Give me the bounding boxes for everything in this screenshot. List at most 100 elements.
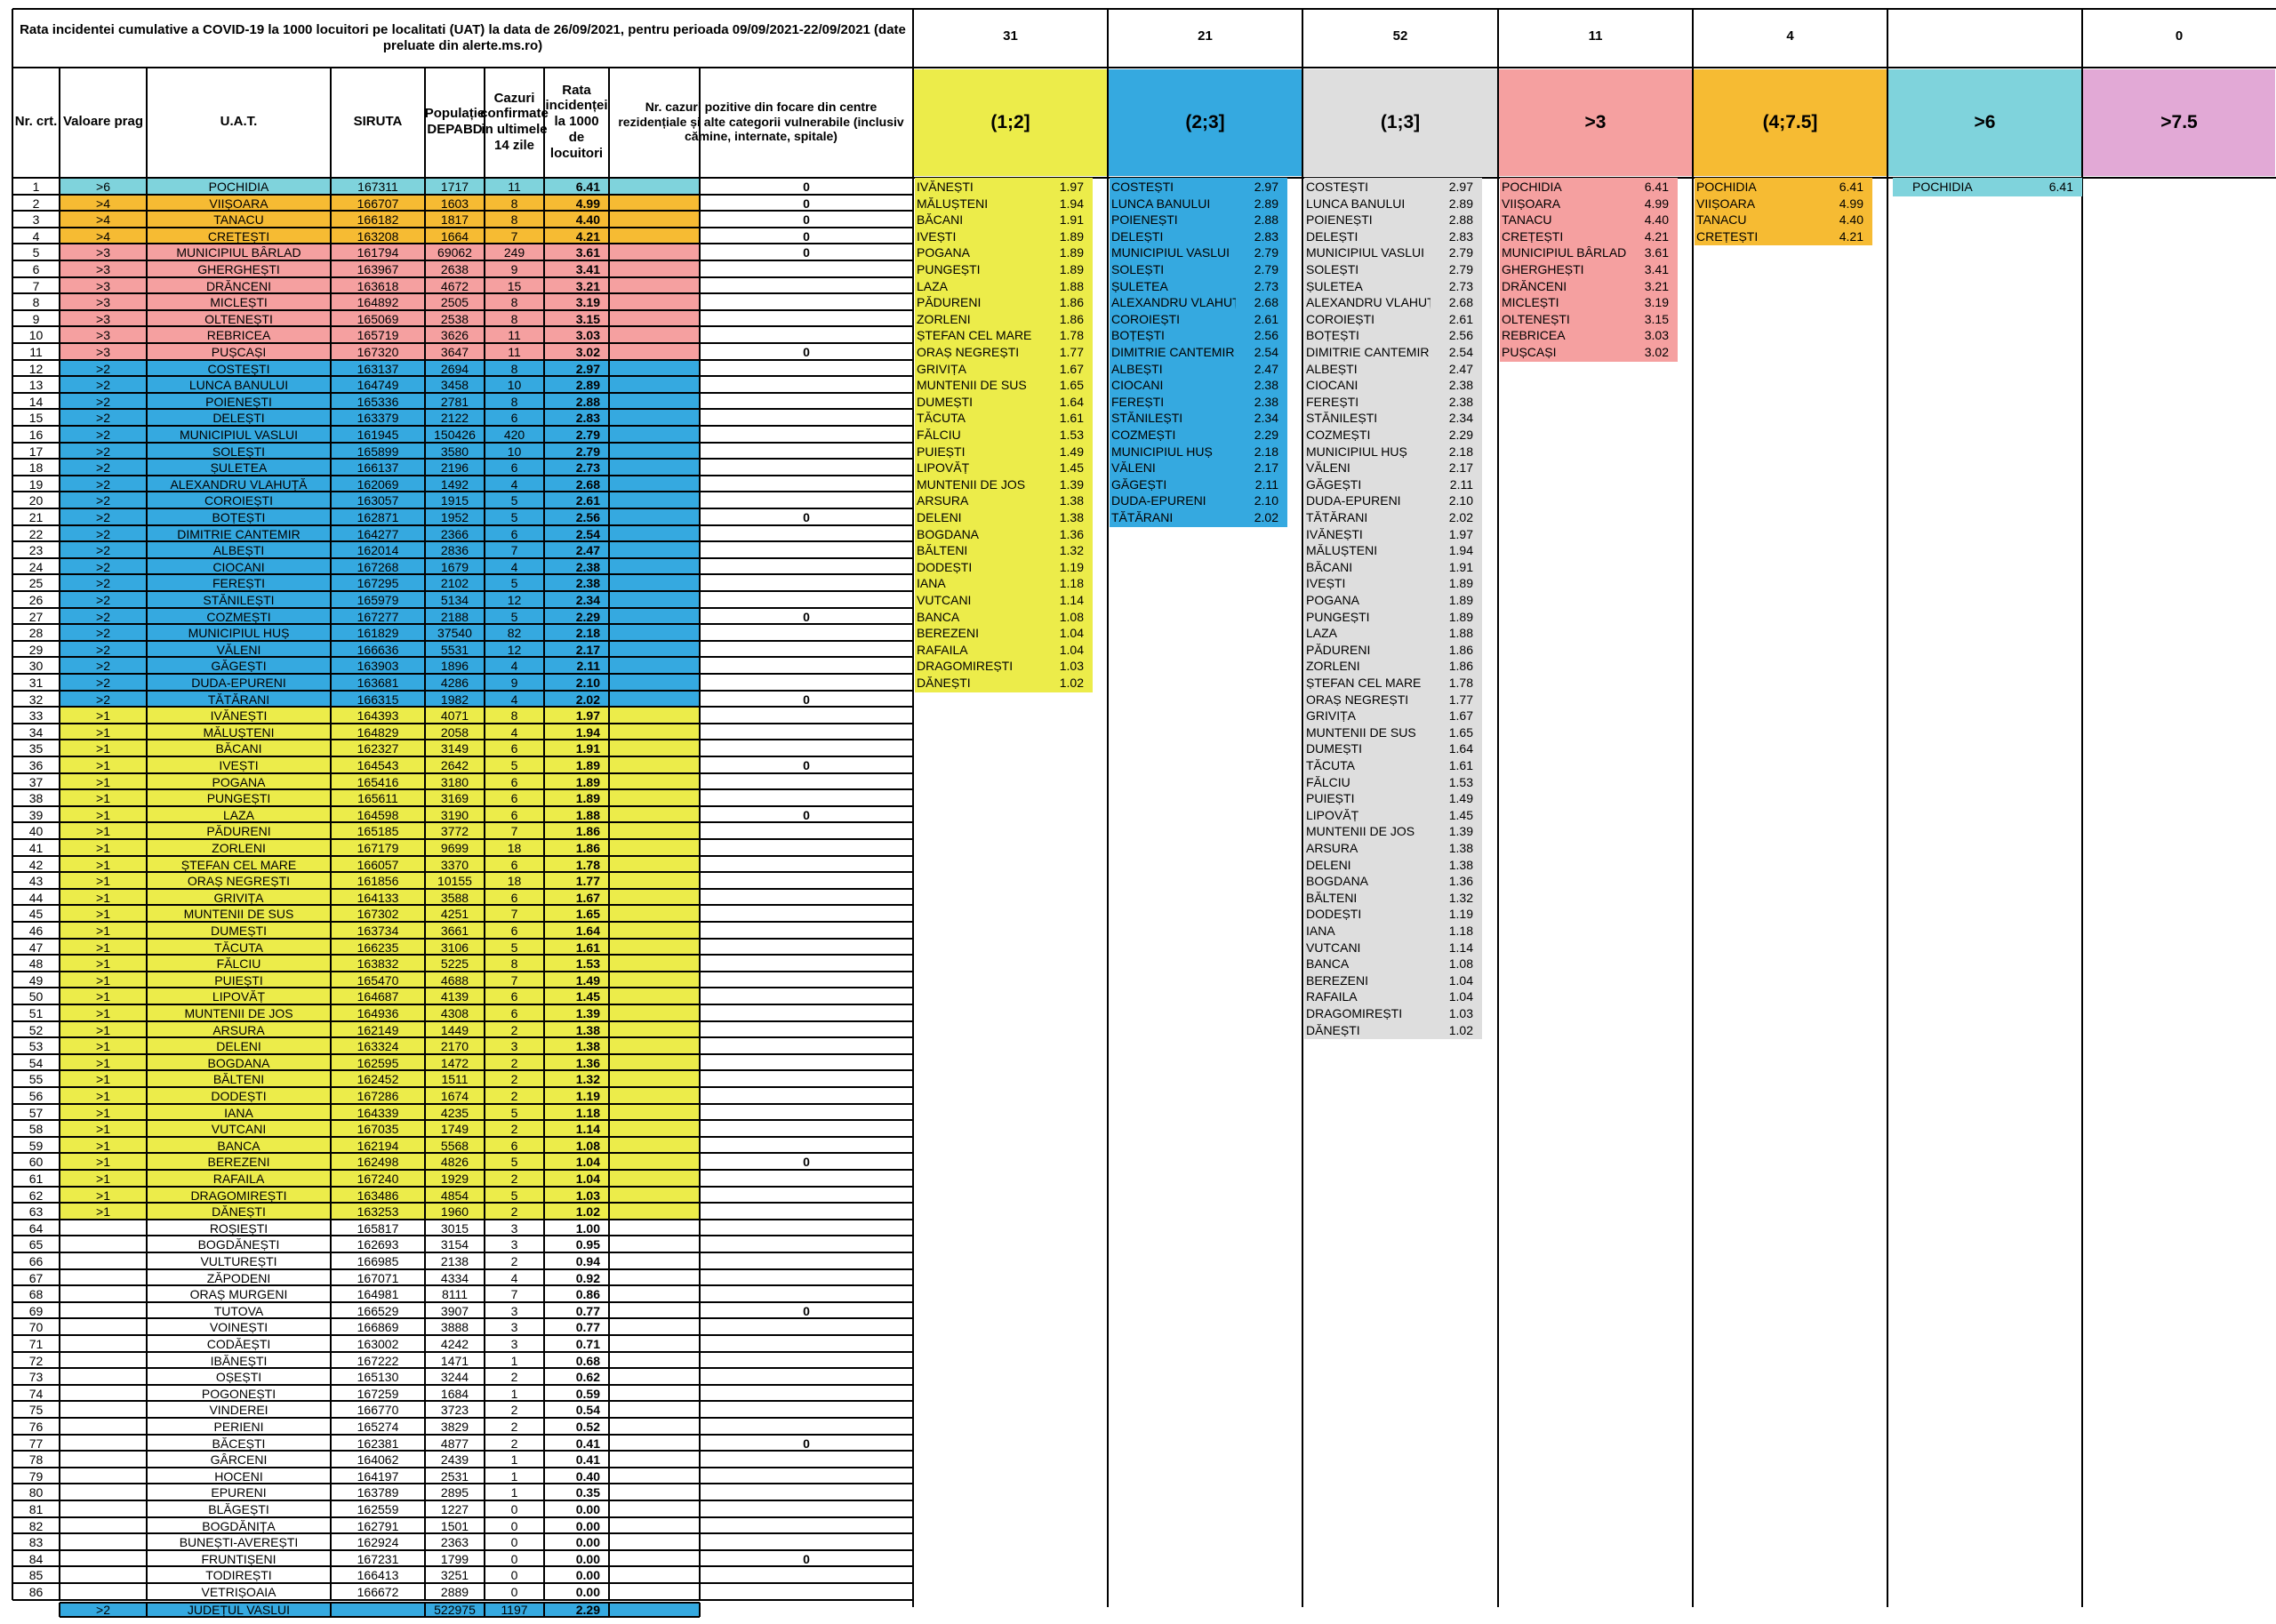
row-fill bbox=[60, 938, 700, 956]
table-cell: 0.71 bbox=[575, 1338, 600, 1350]
grid-line bbox=[12, 1334, 913, 1336]
table-cell: 79 bbox=[28, 1469, 44, 1483]
table-cell: MUNICIPIUL BÂRLAD bbox=[176, 246, 301, 260]
table-cell: >4 bbox=[96, 229, 110, 243]
group-item-value: 1.08 bbox=[1059, 610, 1084, 623]
table-cell: 41 bbox=[28, 842, 44, 854]
grid-line bbox=[699, 1602, 701, 1617]
table-cell: 1817 bbox=[440, 213, 469, 227]
table-cell: 1471 bbox=[440, 1354, 469, 1367]
table-cell: 8 bbox=[510, 196, 518, 210]
table-cell: 1.08 bbox=[575, 1139, 600, 1152]
table-cell: 53 bbox=[28, 1040, 44, 1053]
table-cell: >3 bbox=[96, 246, 110, 260]
table-cell: 64 bbox=[28, 1221, 44, 1235]
table-cell: >3 bbox=[96, 296, 110, 309]
row-fill bbox=[60, 888, 700, 906]
table-cell: 6 bbox=[510, 527, 518, 540]
row-fill bbox=[60, 1004, 700, 1021]
grid-line bbox=[12, 1119, 913, 1122]
group-item-value: 1.19 bbox=[1059, 560, 1084, 573]
table-cell: 2.11 bbox=[576, 660, 600, 673]
table-cell: ȘTEFAN CEL MARE bbox=[180, 858, 297, 871]
table-cell: 3244 bbox=[440, 1371, 469, 1384]
group-item-value: 2.02 bbox=[1254, 511, 1278, 524]
table-cell: 2895 bbox=[440, 1486, 469, 1500]
group-item-name: COROIEȘTI bbox=[1306, 312, 1375, 325]
table-cell: VINDEREI bbox=[209, 1404, 268, 1417]
group-item-value: 1.94 bbox=[1059, 196, 1084, 210]
group-item-name: MUNICIPIUL HUȘ bbox=[1111, 444, 1213, 458]
table-cell: 82 bbox=[28, 1519, 44, 1532]
table-cell: 6 bbox=[510, 775, 518, 788]
group-item-value: 1.77 bbox=[1059, 346, 1084, 358]
table-cell: COROIEȘTI bbox=[204, 494, 273, 508]
grid-line bbox=[12, 391, 913, 394]
group-item-value: 4.99 bbox=[1644, 196, 1669, 210]
row-fill bbox=[60, 309, 700, 327]
header-uat: U.A.T. bbox=[220, 114, 258, 130]
table-cell: 8 bbox=[510, 362, 518, 375]
row-fill bbox=[60, 1103, 700, 1121]
table-cell: BANCA bbox=[217, 1139, 260, 1152]
group-fill bbox=[1893, 178, 2082, 196]
table-cell: 2196 bbox=[440, 461, 469, 475]
table-cell: 3 bbox=[32, 213, 40, 227]
group-item-name: ORAȘ NEGREȘTI bbox=[1306, 692, 1409, 706]
table-cell: 4.40 bbox=[575, 213, 600, 227]
table-cell: 163967 bbox=[357, 263, 399, 276]
group-item-value: 1.14 bbox=[1448, 940, 1473, 954]
table-cell: 86 bbox=[28, 1586, 44, 1598]
group-fill bbox=[1500, 178, 1678, 362]
table-cell: VETRIȘOAIA bbox=[201, 1586, 276, 1598]
grid-line bbox=[12, 474, 913, 476]
grid-line bbox=[12, 1450, 913, 1452]
table-cell: 162194 bbox=[357, 1139, 399, 1152]
table-cell: 165336 bbox=[357, 395, 399, 408]
group-item-name: ȘULETEA bbox=[1306, 279, 1363, 292]
table-cell: 165611 bbox=[357, 792, 398, 805]
table-cell: >4 bbox=[96, 196, 110, 210]
table-cell: 21 bbox=[28, 511, 44, 524]
grid-line bbox=[12, 1300, 913, 1303]
row-fill bbox=[60, 524, 700, 542]
table-cell: >1 bbox=[96, 1156, 110, 1169]
group-item-value: 2.83 bbox=[1254, 229, 1278, 243]
row-fill bbox=[60, 772, 700, 790]
group-item-name: IANA bbox=[917, 577, 946, 590]
table-cell: >2 bbox=[96, 444, 110, 458]
table-cell: PĂDURENI bbox=[206, 825, 271, 838]
group-item-name: GHERGHEȘTI bbox=[1502, 263, 1584, 276]
group-item-value: 2.79 bbox=[1254, 263, 1278, 276]
group-item-value: 2.02 bbox=[1448, 511, 1473, 524]
table-cell: >1 bbox=[96, 1172, 110, 1185]
table-cell: 0 bbox=[510, 1536, 518, 1549]
grid-line bbox=[12, 887, 913, 890]
grid-line bbox=[12, 292, 913, 295]
table-cell: 2642 bbox=[440, 759, 469, 772]
grid-line bbox=[12, 639, 913, 642]
table-cell: LIPOVĂȚ bbox=[212, 990, 266, 1004]
table-cell: 1.02 bbox=[575, 1205, 600, 1219]
grid-line bbox=[12, 1565, 913, 1568]
table-cell: 1472 bbox=[440, 1056, 469, 1069]
table-cell: BĂCEȘTI bbox=[212, 1436, 266, 1450]
table-cell: 3588 bbox=[440, 891, 469, 904]
table-cell: 4 bbox=[510, 725, 518, 739]
table-cell: 2.61 bbox=[575, 494, 600, 508]
table-cell: 2538 bbox=[440, 312, 469, 325]
grid-line bbox=[12, 573, 913, 576]
table-cell: RAFAILA bbox=[212, 1172, 265, 1185]
group-item-value: 2.10 bbox=[1448, 494, 1473, 508]
group-item-value: 2.38 bbox=[1254, 379, 1278, 392]
table-cell: 0.00 bbox=[575, 1503, 600, 1516]
table-cell: 162069 bbox=[357, 477, 399, 491]
group-item-value: 2.79 bbox=[1448, 246, 1473, 260]
group-item-value: 1.39 bbox=[1059, 477, 1084, 491]
table-cell: >2 bbox=[96, 643, 110, 656]
row-fill bbox=[60, 260, 700, 277]
row-fill bbox=[60, 971, 700, 988]
table-cell: 2.79 bbox=[575, 428, 600, 441]
group-item-value: 1.97 bbox=[1059, 180, 1084, 193]
table-cell: 8 bbox=[510, 395, 518, 408]
